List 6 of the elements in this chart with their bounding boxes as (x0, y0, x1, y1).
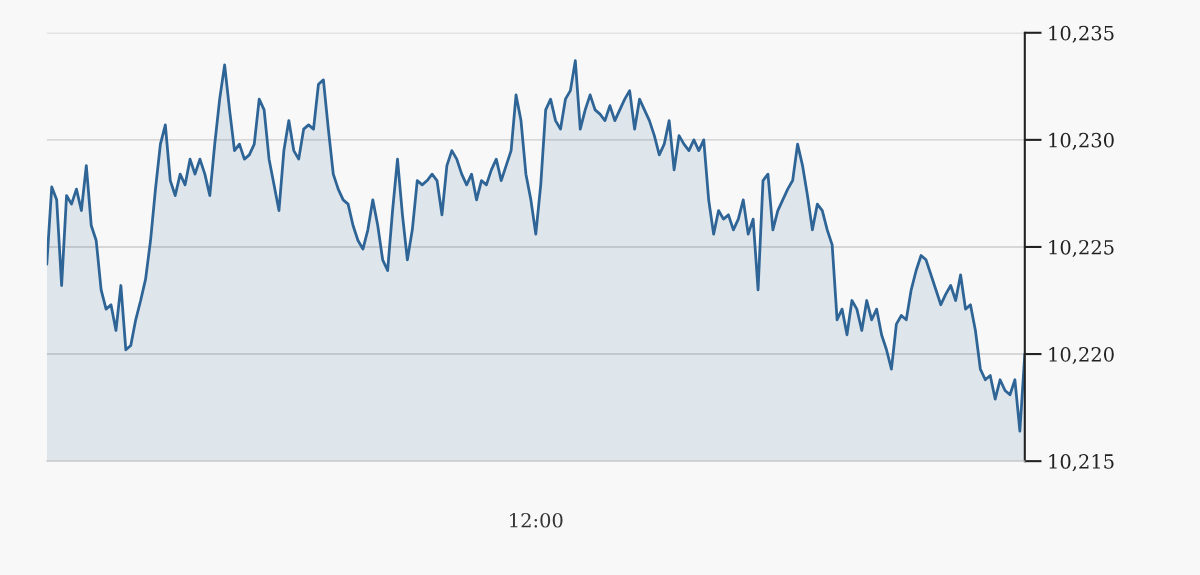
y-tick-label: 10,235 (1049, 25, 1114, 43)
y-tick-label: 10,230 (1049, 132, 1114, 150)
text: 12:00 (510, 512, 563, 528)
y-tick-label: 10,225 (1049, 239, 1114, 257)
y-tick-label: 10,215 (1049, 454, 1114, 472)
y-tick-label: 10,220 (1049, 347, 1114, 365)
